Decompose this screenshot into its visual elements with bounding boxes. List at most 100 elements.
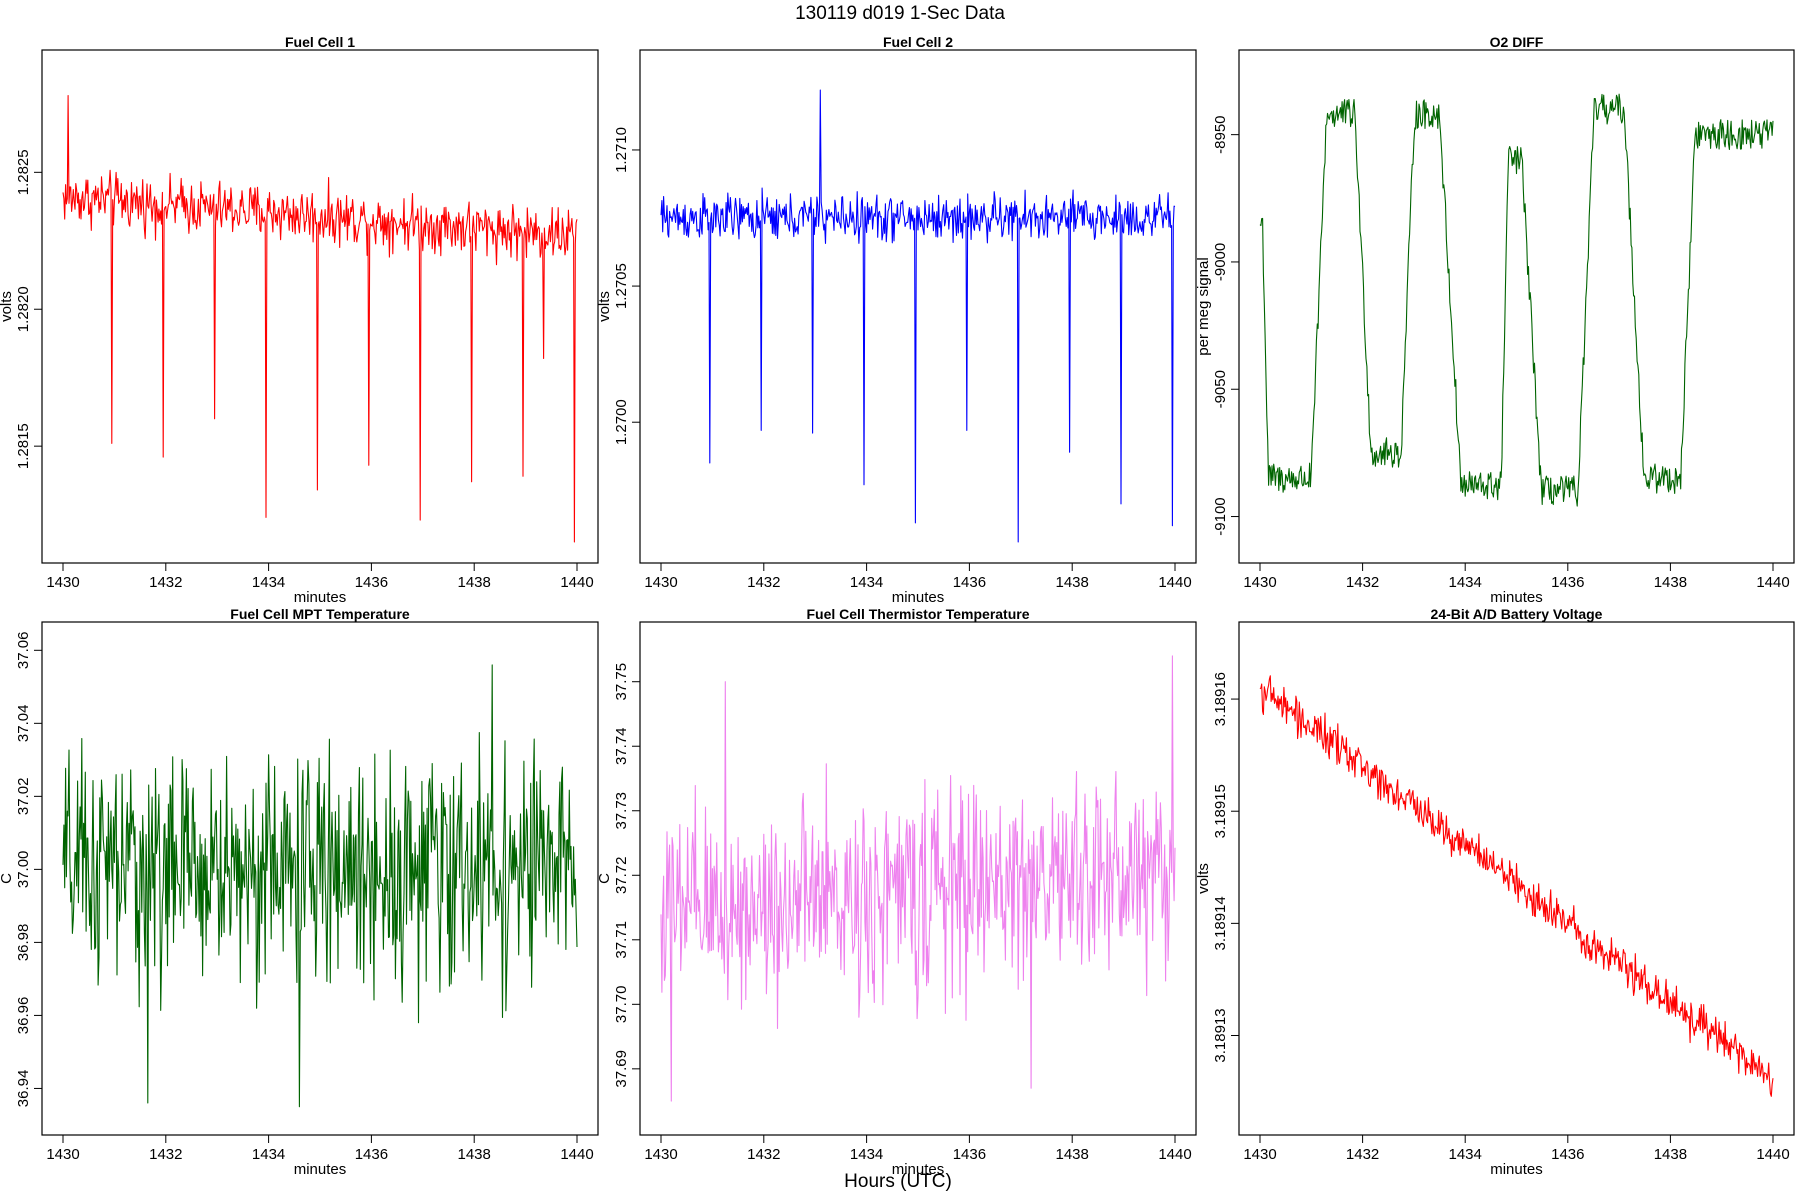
panel-title: Fuel Cell 1: [285, 34, 355, 50]
x-tick-label: 1432: [747, 1146, 780, 1163]
y-tick-label: 3.18913: [1212, 1008, 1229, 1062]
y-tick-label: -9000: [1212, 243, 1229, 281]
x-axis: 1430 1432 1434 1436 1438 1440: [46, 1134, 594, 1163]
x-axis-label: minutes: [892, 589, 945, 606]
panel-6: 24-Bit A/D Battery Voltage 1430 1432 1434 14…: [1195, 606, 1795, 1178]
series-line: [1259, 93, 1774, 507]
x-tick-label: 1434: [252, 1146, 285, 1163]
x-tick-label: 1436: [355, 574, 388, 591]
x-tick-label: 1438: [1654, 574, 1687, 591]
x-tick-label: 1436: [355, 1146, 388, 1163]
y-axis-label: volts: [596, 291, 613, 322]
x-tick-label: 1434: [1449, 1146, 1482, 1163]
x-tick-label: 1436: [953, 1146, 986, 1163]
y-tick-label: 1.2825: [15, 149, 32, 195]
y-axis: 1.2700 1.2705 1.2710: [613, 127, 641, 445]
x-axis-label: minutes: [294, 589, 347, 606]
y-axis: -9100 -9050 -9000 -8950: [1212, 115, 1240, 536]
x-tick-label: 1430: [46, 574, 79, 591]
y-tick-label: 3.18915: [1212, 784, 1229, 838]
x-tick-label: 1436: [1551, 1146, 1584, 1163]
y-axis: 1.2815 1.2820 1.2825: [15, 149, 43, 469]
y-tick-label: 3.18916: [1212, 672, 1229, 726]
x-axis: 1430 1432 1434 1436 1438 1440: [644, 1134, 1192, 1163]
y-tick-label: -9100: [1212, 497, 1229, 535]
x-tick-label: 1432: [1346, 1146, 1379, 1163]
x-tick-label: 1440: [1756, 574, 1789, 591]
y-axis-label: volts: [0, 291, 15, 322]
panel-4: Fuel Cell MPT Temperature 1430 1432 1434 143…: [0, 606, 599, 1178]
y-axis-label: per meg signal: [1195, 257, 1212, 355]
panel-5: Fuel Cell Thermistor Temperature 1430 1432…: [596, 606, 1197, 1178]
x-axis: 1430 1432 1434 1436 1438 1440: [1243, 1134, 1790, 1163]
y-tick-label: 37.00: [15, 851, 32, 889]
x-axis: 1430 1432 1434 1436 1438 1440: [644, 562, 1192, 591]
y-tick-label: 37.72: [613, 857, 630, 895]
series-line: [1259, 675, 1774, 1097]
panel-title: Fuel Cell Thermistor Temperature: [806, 606, 1029, 622]
figure-title: 130119 d019 1-Sec Data: [795, 3, 1005, 24]
x-axis-label: minutes: [892, 1161, 945, 1178]
x-axis-label: minutes: [1490, 1161, 1543, 1178]
x-tick-label: 1432: [747, 574, 780, 591]
x-tick-label: 1430: [46, 1146, 79, 1163]
x-tick-label: 1434: [850, 574, 883, 591]
x-axis-label: minutes: [1490, 589, 1543, 606]
x-tick-label: 1440: [1158, 574, 1191, 591]
panel-3: O2 DIFF 1430 1432 1434 1436 1438 1440 minutes -9…: [1195, 34, 1795, 606]
x-tick-label: 1438: [458, 574, 491, 591]
panel-title: 24-Bit A/D Battery Voltage: [1431, 606, 1603, 622]
y-axis-label: C: [596, 873, 613, 884]
y-axis: 37.69 37.70 37.71 37.72 37.73 37.74 37.75: [613, 663, 641, 1088]
x-tick-label: 1440: [560, 574, 593, 591]
x-tick-label: 1432: [149, 1146, 182, 1163]
x-tick-label: 1430: [644, 1146, 677, 1163]
x-tick-label: 1430: [1243, 574, 1276, 591]
y-tick-label: 36.94: [15, 1070, 32, 1108]
y-tick-label: 37.75: [613, 663, 630, 701]
y-tick-label: 37.73: [613, 792, 630, 830]
x-tick-label: 1434: [252, 574, 285, 591]
x-axis: 1430 1432 1434 1436 1438 1440: [1243, 562, 1790, 591]
x-tick-label: 1438: [458, 1146, 491, 1163]
x-tick-label: 1434: [1449, 574, 1482, 591]
panel-1: Fuel Cell 1 1430 1432 1434 1436 1438 1440 minut…: [0, 34, 599, 606]
y-tick-label: 1.2815: [15, 423, 32, 469]
plot-frame: [1238, 49, 1795, 564]
x-tick-label: 1432: [149, 574, 182, 591]
panel-title: Fuel Cell MPT Temperature: [230, 606, 410, 622]
y-tick-label: 1.2700: [613, 399, 630, 445]
y-tick-label: 37.06: [15, 632, 32, 670]
x-tick-label: 1436: [953, 574, 986, 591]
y-tick-label: 37.04: [15, 705, 32, 743]
y-tick-label: 37.71: [613, 921, 630, 959]
y-tick-label: 37.02: [15, 778, 32, 816]
x-tick-label: 1438: [1056, 574, 1089, 591]
plot-frame: [41, 49, 599, 564]
series-line: [660, 89, 1176, 543]
x-tick-label: 1434: [850, 1146, 883, 1163]
y-tick-label: 3.18914: [1212, 896, 1229, 950]
series-line: [660, 655, 1176, 1102]
y-axis: 3.18913 3.18914 3.18915 3.18916: [1212, 672, 1240, 1063]
x-tick-label: 1438: [1654, 1146, 1687, 1163]
figure-xlabel: Hours (UTC): [844, 1171, 952, 1192]
series-line: [62, 95, 578, 543]
x-tick-label: 1432: [1346, 574, 1379, 591]
y-tick-label: -8950: [1212, 115, 1229, 153]
x-axis: 1430 1432 1434 1436 1438 1440: [46, 562, 594, 591]
y-tick-label: 36.96: [15, 997, 32, 1035]
x-tick-label: 1436: [1551, 574, 1584, 591]
x-tick-label: 1438: [1056, 1146, 1089, 1163]
y-tick-label: 1.2705: [613, 263, 630, 309]
y-tick-label: 1.2820: [15, 286, 32, 332]
panel-2: Fuel Cell 2 1430 1432 1434 1436 1438 1440 minut…: [596, 34, 1197, 606]
y-tick-label: 37.70: [613, 986, 630, 1024]
series-line: [62, 664, 578, 1108]
x-tick-label: 1430: [644, 574, 677, 591]
x-tick-label: 1430: [1243, 1146, 1276, 1163]
x-tick-label: 1440: [1158, 1146, 1191, 1163]
y-axis-label: C: [0, 873, 15, 884]
x-axis-label: minutes: [294, 1161, 347, 1178]
